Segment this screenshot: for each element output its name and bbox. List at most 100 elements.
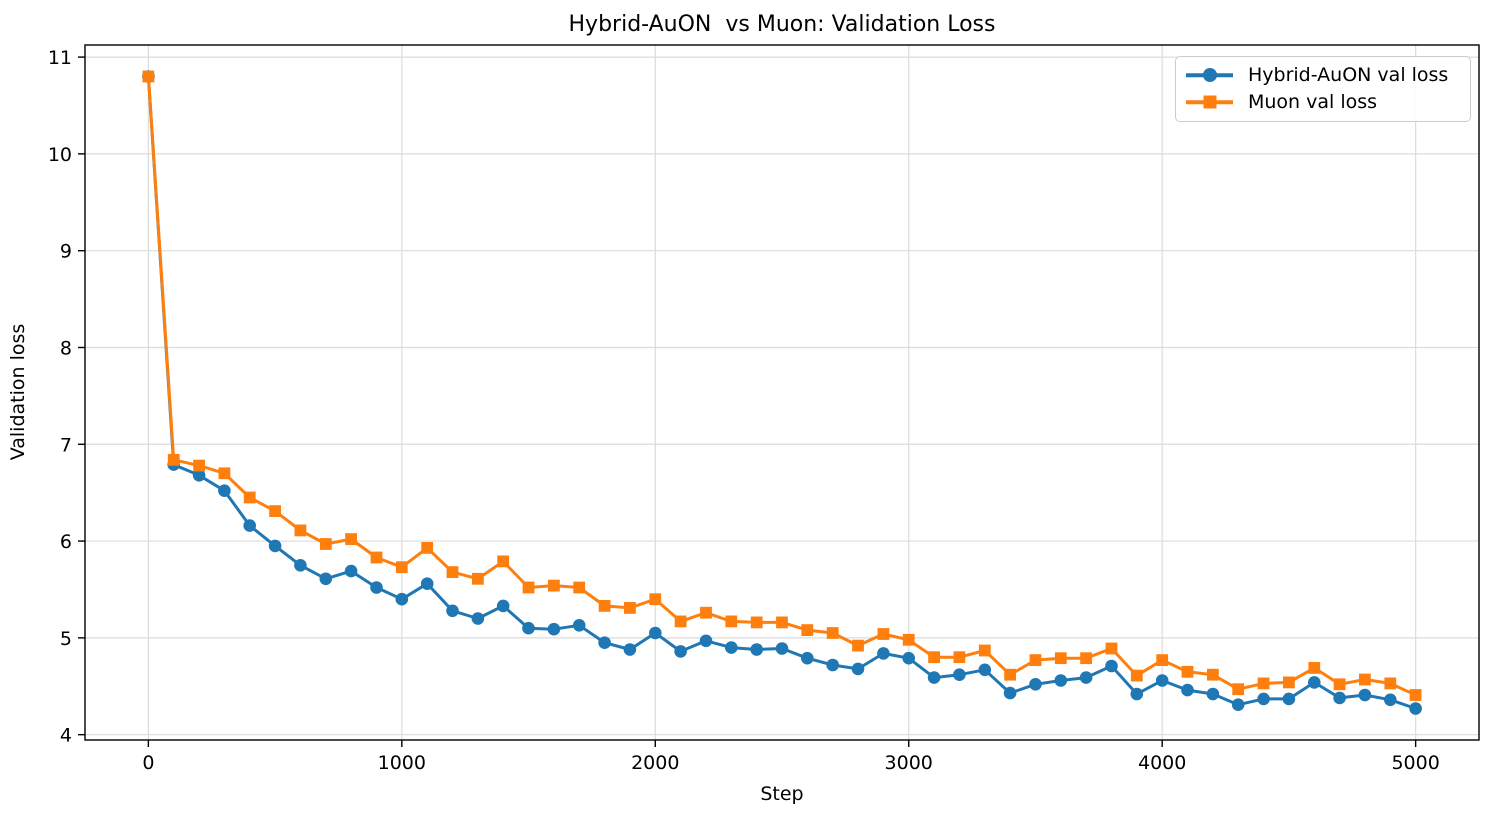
y-tick-label: 4 — [60, 725, 72, 747]
legend-circle-marker-icon — [1186, 66, 1233, 84]
data-point-hybrid-auon — [294, 559, 307, 572]
x-tick-label: 4000 — [1138, 752, 1186, 774]
x-tick-label: 5000 — [1391, 752, 1439, 774]
data-point-muon — [978, 644, 991, 657]
data-point-hybrid-auon — [851, 662, 865, 676]
data-point-muon — [624, 602, 636, 614]
data-point-hybrid-auon — [674, 645, 687, 658]
data-point-hybrid-auon — [1231, 698, 1245, 711]
data-point-hybrid-auon — [1257, 692, 1270, 706]
legend-item-muon: Muon val loss — [1186, 91, 1460, 114]
data-point-hybrid-auon — [877, 647, 890, 660]
data-point-hybrid-auon — [1130, 687, 1144, 701]
data-point-muon — [167, 453, 180, 466]
data-point-hybrid-auon — [1029, 678, 1042, 691]
data-point-hybrid-auon — [1105, 659, 1118, 673]
data-point-hybrid-auon — [319, 572, 333, 586]
data-point-hybrid-auon — [1003, 686, 1017, 700]
data-point-hybrid-auon — [1282, 692, 1296, 706]
data-point-hybrid-auon — [218, 484, 231, 498]
x-tick-label: 2000 — [631, 752, 679, 774]
data-point-muon — [1283, 676, 1295, 689]
series — [142, 70, 1422, 715]
data-point-muon — [953, 651, 966, 664]
data-point-muon — [395, 561, 408, 574]
data-point-hybrid-auon — [192, 469, 206, 482]
data-point-hybrid-auon — [1079, 671, 1093, 684]
grid — [85, 45, 1479, 740]
circle-marker-icon — [1202, 68, 1217, 83]
data-point-muon — [1384, 677, 1397, 690]
legend-label-muon: Muon val loss — [1248, 91, 1378, 114]
legend: Hybrid-AuON val loss Muon val loss — [1175, 56, 1471, 122]
data-point-muon — [294, 524, 307, 537]
axes: 0 1000 2000 3000 4000 5000 4 5 6 7 8 9 10 11 — [48, 44, 1480, 774]
data-point-muon — [370, 551, 383, 564]
data-point-muon — [674, 615, 687, 628]
data-point-hybrid-auon — [623, 643, 637, 656]
data-point-hybrid-auon — [927, 671, 941, 684]
data-point-muon — [269, 505, 281, 517]
data-point-hybrid-auon — [953, 668, 966, 681]
data-point-muon — [1130, 669, 1143, 682]
data-point-muon — [1333, 678, 1346, 691]
x-tick-label: 0 — [142, 752, 154, 774]
data-point-muon — [1257, 677, 1270, 690]
data-point-hybrid-auon — [496, 599, 510, 613]
data-point-muon — [218, 467, 231, 480]
data-point-muon — [852, 639, 864, 652]
x-tick-label: 1000 — [378, 752, 426, 774]
data-point-muon — [725, 615, 738, 628]
data-point-hybrid-auon — [1308, 676, 1321, 689]
data-point-muon — [801, 624, 814, 636]
data-point-muon — [446, 566, 459, 578]
y-tick-label: 8 — [60, 337, 72, 359]
y-tick-label: 9 — [60, 241, 72, 263]
data-point-muon — [902, 633, 915, 646]
legend-item-hybrid-auon: Hybrid-AuON val loss — [1186, 64, 1460, 87]
data-point-muon — [826, 627, 839, 639]
y-axis-label: Validation loss — [7, 324, 29, 461]
y-tick-label: 7 — [60, 434, 72, 456]
data-point-muon — [649, 593, 662, 606]
data-point-muon — [142, 70, 155, 83]
data-point-hybrid-auon — [1358, 688, 1372, 702]
data-point-hybrid-auon — [420, 577, 434, 590]
data-point-hybrid-auon — [725, 641, 738, 654]
data-point-muon — [1054, 652, 1067, 665]
data-point-muon — [522, 581, 535, 594]
data-point-muon — [1232, 683, 1245, 696]
data-point-muon — [1207, 668, 1219, 681]
data-point-hybrid-auon — [801, 651, 814, 665]
data-point-hybrid-auon — [1181, 683, 1194, 697]
data-point-hybrid-auon — [1384, 693, 1397, 707]
x-axis-label: Step — [760, 783, 803, 805]
data-point-muon — [421, 542, 434, 554]
data-point-muon — [1105, 642, 1118, 655]
plot-border — [84, 44, 1480, 741]
data-point-muon — [243, 491, 256, 504]
chart-title: Hybrid-AuON vs Muon: Validation Loss — [569, 12, 996, 37]
data-point-muon — [877, 628, 890, 640]
data-point-hybrid-auon — [471, 612, 485, 625]
data-point-hybrid-auon — [1333, 691, 1346, 705]
data-point-hybrid-auon — [826, 658, 839, 672]
data-point-muon — [319, 538, 332, 550]
data-point-muon — [1308, 662, 1321, 674]
data-point-hybrid-auon — [370, 581, 383, 594]
data-point-hybrid-auon — [243, 519, 256, 532]
data-point-hybrid-auon — [750, 643, 763, 656]
data-point-muon — [472, 572, 484, 585]
data-point-muon — [1080, 652, 1092, 665]
data-point-hybrid-auon — [522, 621, 535, 635]
data-point-muon — [1029, 654, 1042, 666]
data-point-hybrid-auon — [1054, 674, 1068, 687]
data-point-hybrid-auon — [775, 642, 789, 655]
data-point-muon — [750, 616, 763, 629]
data-point-hybrid-auon — [268, 539, 282, 553]
data-point-muon — [345, 533, 357, 545]
data-point-hybrid-auon — [547, 622, 561, 636]
y-tick-label: 11 — [48, 47, 72, 69]
